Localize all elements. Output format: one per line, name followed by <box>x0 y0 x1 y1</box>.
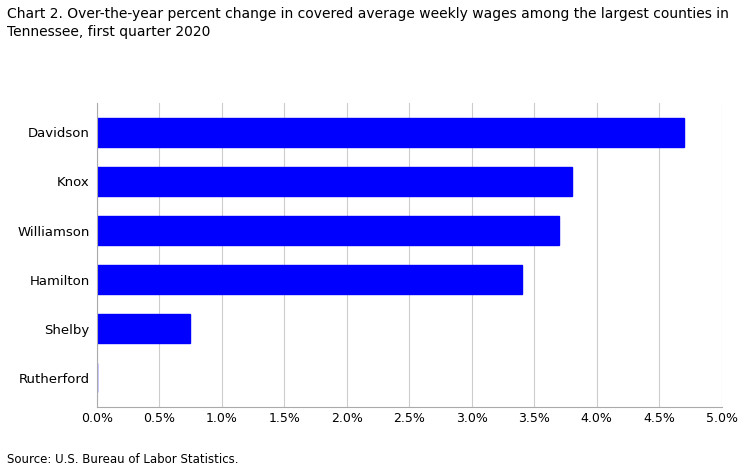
Bar <box>97 314 190 344</box>
Bar <box>97 167 571 196</box>
Text: Chart 2. Over-the-year percent change in covered average weekly wages among the : Chart 2. Over-the-year percent change in… <box>7 7 729 39</box>
Bar <box>97 216 559 245</box>
Text: Source: U.S. Bureau of Labor Statistics.: Source: U.S. Bureau of Labor Statistics. <box>7 453 239 466</box>
Bar <box>97 117 684 147</box>
Bar <box>97 265 522 294</box>
